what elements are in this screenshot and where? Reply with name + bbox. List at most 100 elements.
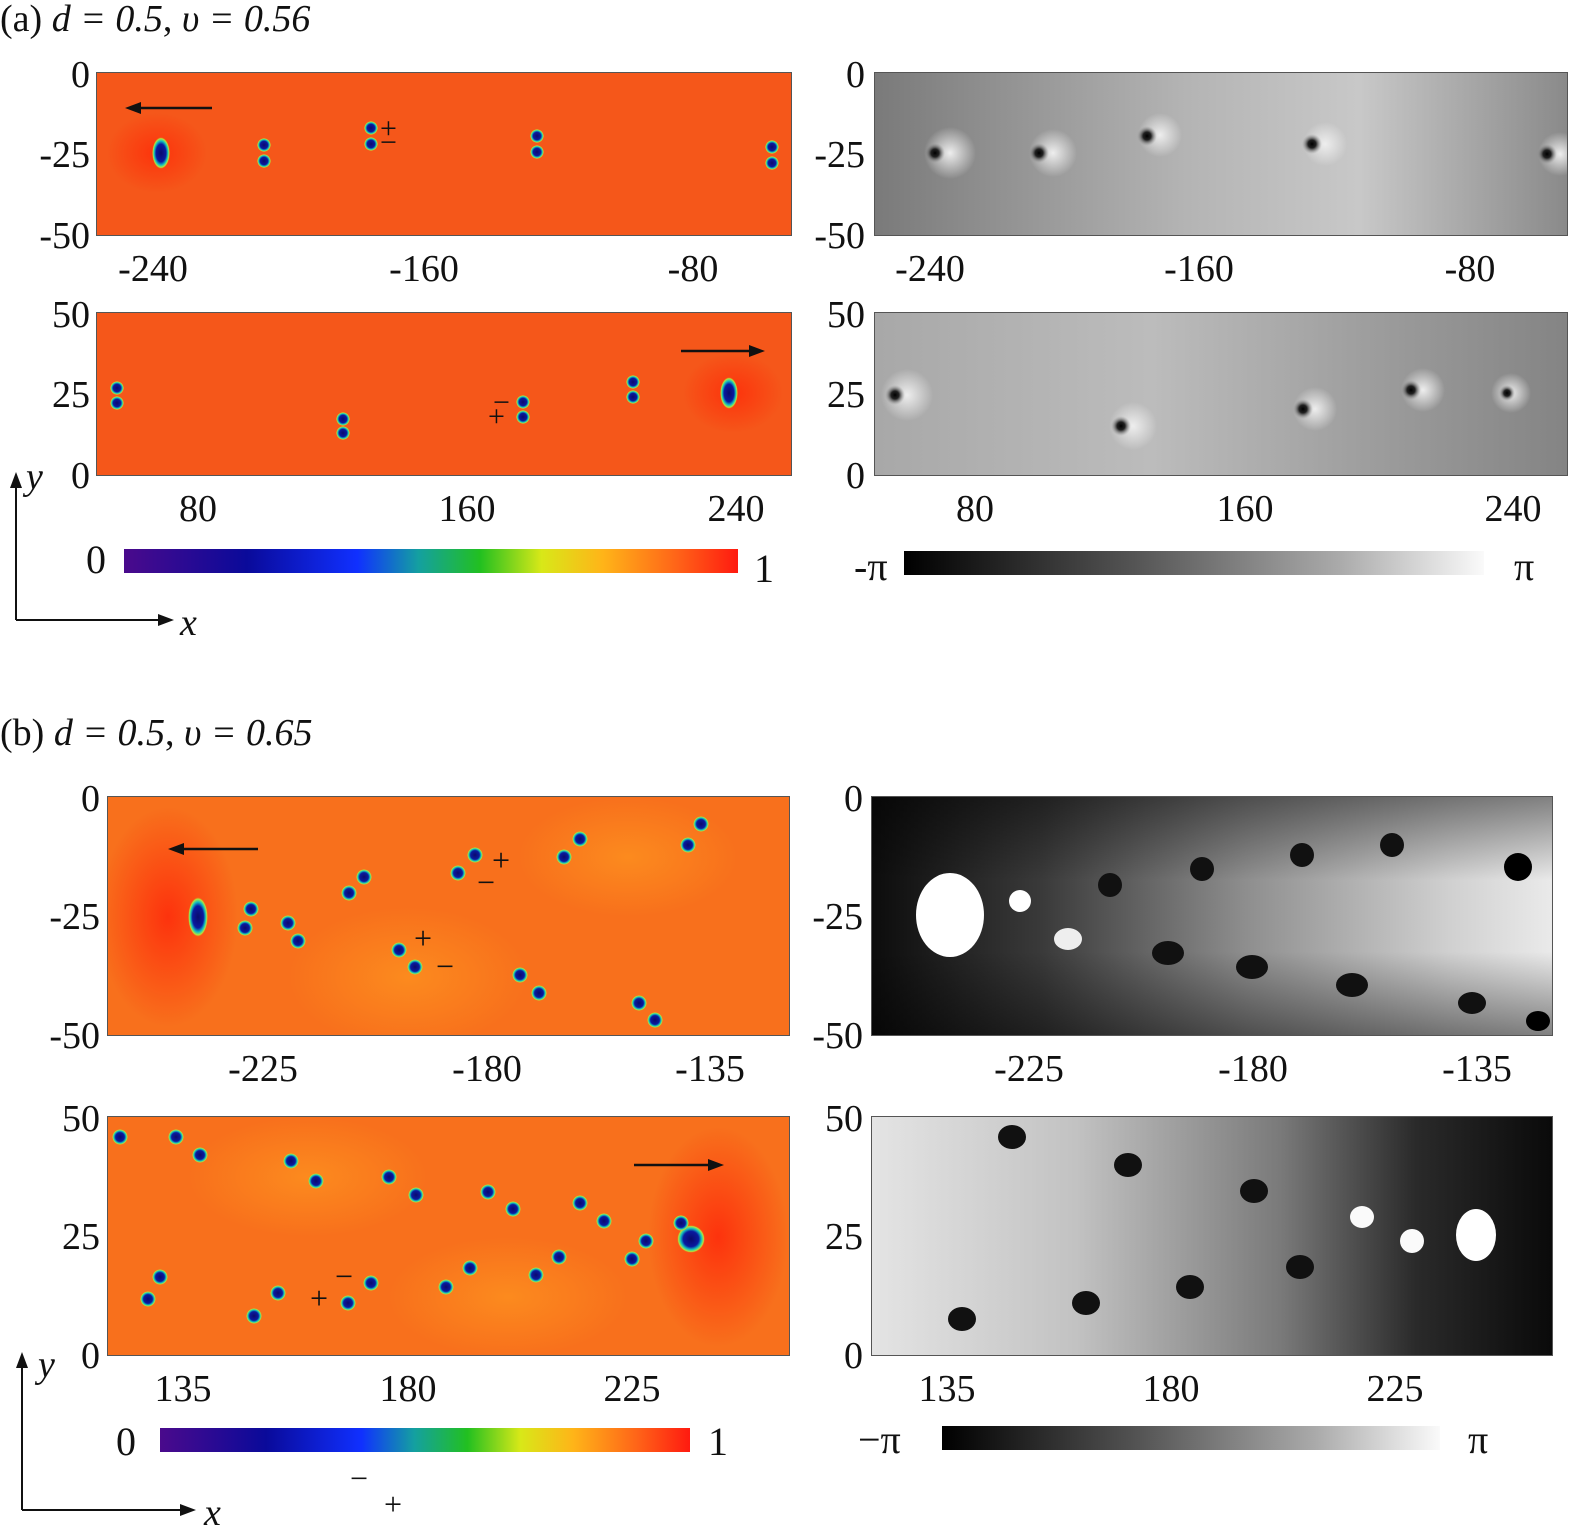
ytick: 50 <box>827 294 865 336</box>
ytick: 25 <box>62 1216 100 1258</box>
ytick: 0 <box>846 54 865 96</box>
vortex <box>530 145 544 159</box>
vortex <box>364 121 378 135</box>
x-axis-label-a: x <box>180 602 197 644</box>
vortex <box>765 156 779 170</box>
xtick: 80 <box>179 488 217 530</box>
sign-plus-a1: + <box>380 112 397 145</box>
sign-plus-b4: + <box>310 1280 329 1316</box>
ytick: 0 <box>81 1335 100 1377</box>
xtick: -80 <box>667 248 719 290</box>
xtick: -240 <box>118 248 188 290</box>
xtick: 240 <box>1484 488 1542 530</box>
panel-b-label: (b) <box>0 712 45 754</box>
vortex <box>530 129 544 143</box>
density-map-a-bottom <box>96 312 792 476</box>
sign-minus-b1: − <box>477 864 496 900</box>
ytick: -50 <box>814 215 865 257</box>
sign-minus-b2: − <box>436 948 455 984</box>
vortex <box>336 412 350 426</box>
ytick: 0 <box>81 778 100 820</box>
ytick: -25 <box>814 134 865 176</box>
ytick: 50 <box>52 294 90 336</box>
panel-b-d: d = 0.5 <box>53 712 165 754</box>
panel-a-title: (a) d = 0.5, υ = 0.56 <box>0 0 311 40</box>
axes-indicator-a <box>10 472 174 626</box>
density-colorbar <box>160 1428 690 1452</box>
panel-a-v: υ = 0.56 <box>181 0 311 40</box>
sign-minus-a1: − <box>380 126 397 159</box>
sign-minus-a2: − <box>493 386 510 419</box>
density-map-b-bottom <box>107 1116 790 1356</box>
phase-colorbar <box>904 551 1484 575</box>
phase-colorbar-min: -π <box>854 544 888 589</box>
xtick: 160 <box>1216 488 1274 530</box>
vortex <box>152 137 170 169</box>
xtick: -160 <box>389 248 459 290</box>
xtick: -225 <box>994 1048 1064 1090</box>
density-colorbar-min: 0 <box>86 537 106 582</box>
xtick: 160 <box>438 488 496 530</box>
ytick: 0 <box>71 455 90 497</box>
sign-minus-b3: − <box>350 1460 369 1496</box>
sign-plus-b1: + <box>492 842 511 878</box>
ytick: -50 <box>49 1015 100 1057</box>
vortex <box>765 140 779 154</box>
phase-map-b-bottom <box>871 1116 1553 1356</box>
xtick: -225 <box>228 1048 298 1090</box>
panel-b-title: (b) d = 0.5, υ = 0.65 <box>0 712 313 754</box>
ytick: 25 <box>52 374 90 416</box>
x-axis-label-b: x <box>204 1492 221 1534</box>
xtick: -135 <box>675 1048 745 1090</box>
ytick: 0 <box>846 455 865 497</box>
ytick: -25 <box>39 134 90 176</box>
vortex <box>110 396 124 410</box>
ytick: -50 <box>39 215 90 257</box>
density-colorbar-min: 0 <box>116 1419 136 1464</box>
phase-colorbar-max: π <box>1514 544 1535 589</box>
sign-minus-b4: − <box>335 1258 354 1294</box>
ytick: 0 <box>71 54 90 96</box>
vortex <box>257 138 271 152</box>
vortex <box>257 154 271 168</box>
vortex <box>720 377 738 409</box>
phase-colorbar-min: −π <box>858 1417 901 1462</box>
y-axis-label-b: y <box>38 1344 55 1386</box>
ytick: 0 <box>844 778 863 820</box>
vortex <box>626 390 640 404</box>
xtick: 240 <box>707 488 765 530</box>
vortex <box>677 1225 705 1253</box>
phase-colorbar <box>942 1426 1440 1450</box>
density-colorbar-max: 1 <box>754 546 774 591</box>
vortex <box>516 395 530 409</box>
vortex <box>364 137 378 151</box>
phase-colorbar-max: π <box>1468 1417 1489 1462</box>
xtick: -240 <box>895 248 965 290</box>
phase-map-a-bottom <box>874 312 1568 476</box>
y-axis-label-a: y <box>26 456 43 498</box>
density-colorbar <box>124 549 738 573</box>
density-map-b-top <box>107 796 790 1036</box>
xtick: -180 <box>1218 1048 1288 1090</box>
xtick: 180 <box>379 1368 437 1410</box>
vortex <box>336 426 350 440</box>
ytick: -50 <box>812 1015 863 1057</box>
panel-b-v: υ = 0.65 <box>183 712 313 754</box>
ytick: -25 <box>49 896 100 938</box>
vortex <box>516 410 530 424</box>
density-colorbar-max: 1 <box>708 1419 728 1464</box>
ytick: 50 <box>62 1098 100 1140</box>
vortex <box>110 381 124 395</box>
xtick: 135 <box>154 1368 212 1410</box>
phase-map-b-top <box>871 796 1553 1036</box>
xtick: -180 <box>452 1048 522 1090</box>
ytick: 50 <box>825 1098 863 1140</box>
xtick: -160 <box>1164 248 1234 290</box>
density-map-a-top <box>96 72 792 236</box>
panel-a-d: d = 0.5 <box>51 0 163 40</box>
ytick: 25 <box>825 1216 863 1258</box>
xtick: 135 <box>918 1368 976 1410</box>
phase-map-a-top <box>874 72 1568 236</box>
vortex <box>188 897 208 937</box>
ytick: 0 <box>844 1335 863 1377</box>
